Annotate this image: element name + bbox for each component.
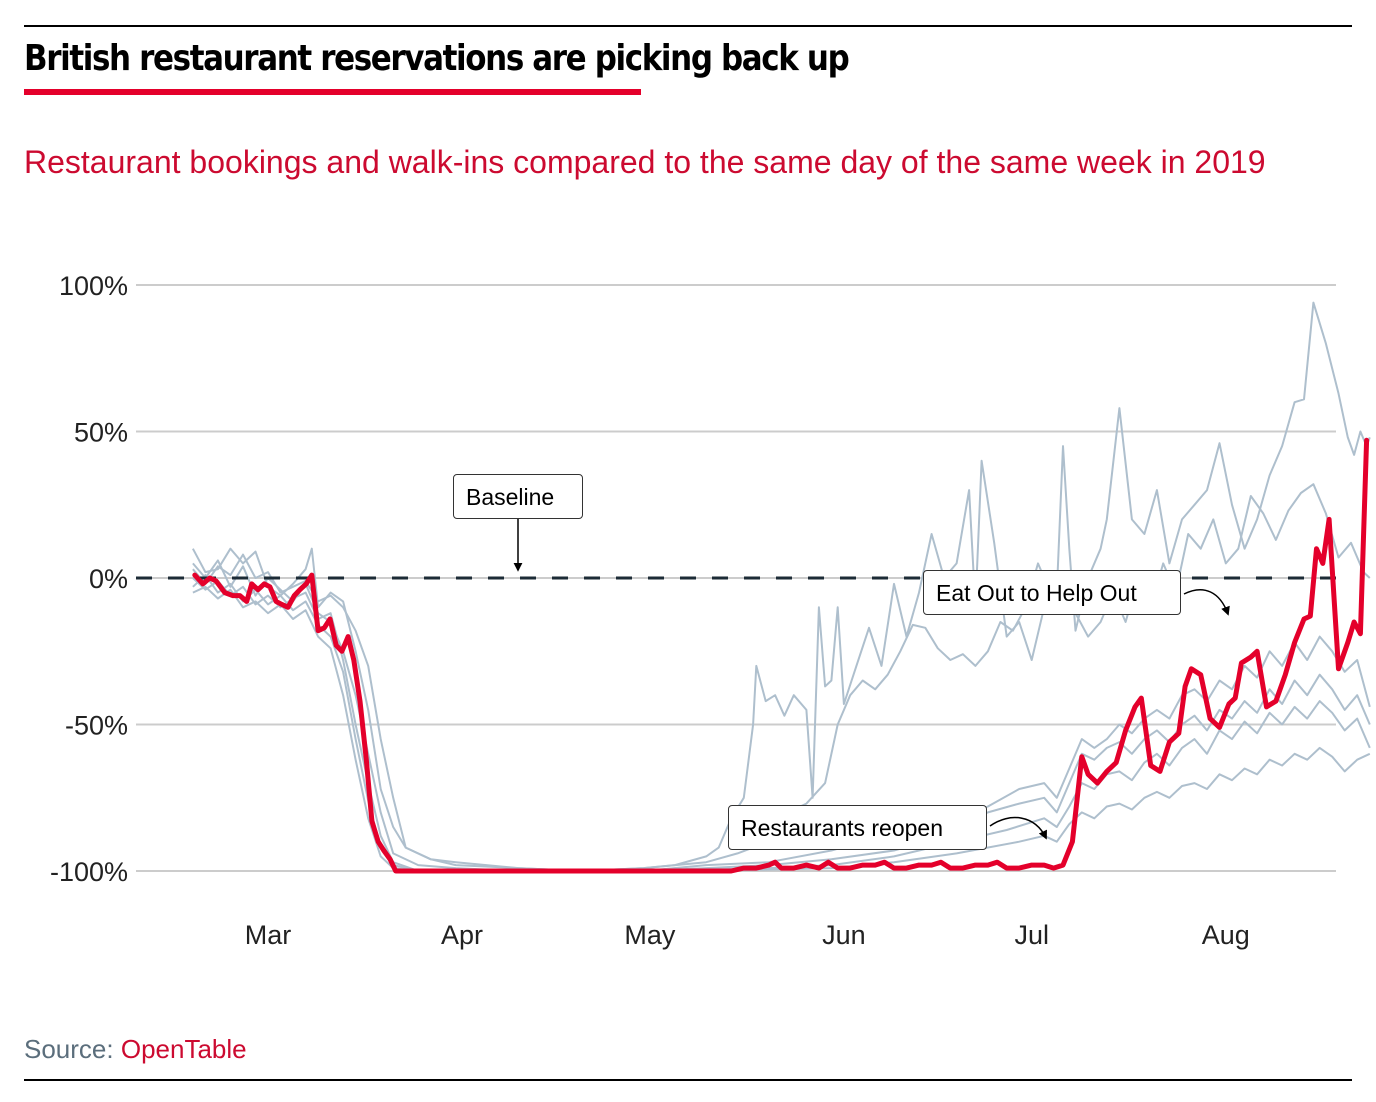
series-line-uk: [192, 437, 1370, 874]
x-tick-label: Mar: [245, 920, 292, 950]
y-tick-label: 50%: [74, 418, 128, 448]
series-line-other-3: [192, 559, 1371, 872]
x-axis-ticks: Mar Apr May Jun Jul Aug: [245, 920, 1250, 950]
title-underline: [24, 89, 641, 95]
series-line-other-2: [192, 483, 1371, 872]
y-tick-label: 0%: [89, 564, 128, 594]
y-axis-ticks: 100% 50% 0% -50% -100%: [50, 271, 128, 887]
annotation-arrows: [513, 519, 1230, 840]
series-line-other-5: [192, 574, 1371, 872]
source-link[interactable]: OpenTable: [120, 1034, 247, 1064]
series-line-other-1: [192, 301, 1371, 872]
chart-subtitle: Restaurant bookings and walk-ins compare…: [24, 144, 1266, 180]
bottom-rule: [24, 1079, 1352, 1081]
series-line-other-4: [192, 577, 1371, 872]
reopen-arrow-icon: [989, 816, 1047, 840]
x-tick-label: May: [624, 920, 676, 950]
chart-title: British restaurant reservations are pick…: [24, 38, 850, 79]
top-rule: [24, 25, 1352, 27]
x-tick-label: Jun: [822, 920, 866, 950]
x-tick-label: Apr: [441, 920, 483, 950]
x-tick-label: Jul: [1014, 920, 1049, 950]
source-note: Source: OpenTable: [24, 1034, 247, 1065]
y-tick-label: -50%: [65, 711, 128, 741]
other-series-lines: [192, 301, 1371, 872]
annotation-eat-out-to-help-out: Eat Out to Help Out: [923, 570, 1181, 615]
highlight-series: [192, 437, 1370, 874]
annotation-restaurants-reopen: Restaurants reopen: [728, 805, 987, 850]
y-tick-label: -100%: [50, 857, 128, 887]
y-tick-label: 100%: [59, 271, 128, 301]
x-tick-label: Aug: [1202, 920, 1250, 950]
eat-out-arrow-icon: [1183, 589, 1230, 616]
annotation-baseline: Baseline: [453, 474, 583, 519]
source-label: Source:: [24, 1034, 114, 1064]
series-line-other-6: [192, 585, 1371, 872]
